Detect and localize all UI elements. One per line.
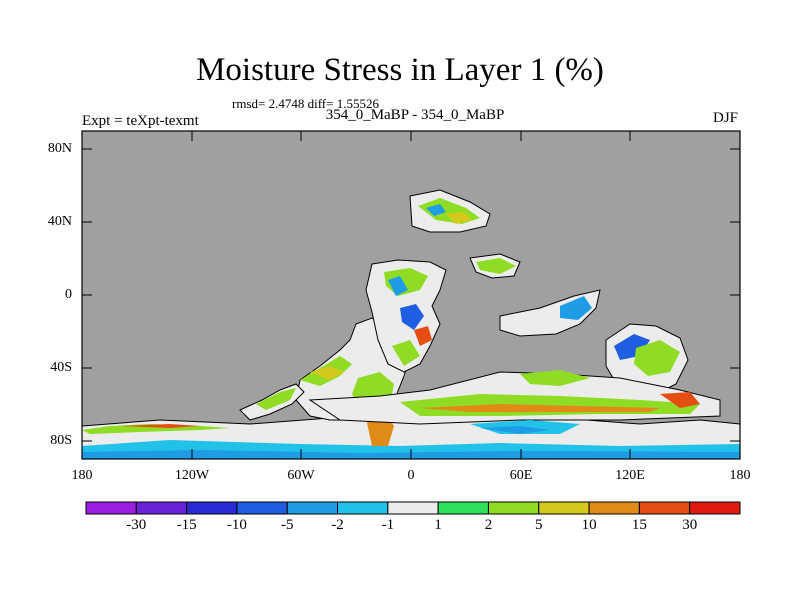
colorbar-swatch (588, 501, 640, 515)
experiment-label: Expt = teXpt-texmt (82, 113, 199, 129)
asia-region (469, 253, 521, 279)
x-tick-label: 120E (615, 468, 645, 483)
colorbar-label: -15 (176, 517, 197, 533)
colorbar-swatch (135, 501, 188, 515)
colorbar-label: 30 (682, 517, 698, 533)
y-tick-label: 40N (47, 214, 72, 229)
colorbar-swatch (387, 501, 439, 515)
plot-title: Moisture Stress in Layer 1 (%) (196, 52, 604, 88)
x-tick-label: 120W (174, 468, 210, 483)
y-tick-label: 40S (50, 360, 72, 375)
colorbar-label: -30 (126, 517, 147, 533)
colorbar-swatch (538, 501, 590, 515)
x-tick-label: 180 (729, 468, 751, 483)
africa-region (365, 259, 447, 373)
north-america-coast (239, 383, 305, 421)
colorbar-label: 1 (434, 517, 442, 533)
comparison-label: 354_0_MaBP - 354_0_MaBP (325, 107, 505, 123)
colorbar-label: 10 (581, 517, 597, 533)
colorbar-swatch (236, 501, 288, 515)
season-label: DJF (712, 110, 738, 126)
colorbar-label: 2 (484, 517, 493, 533)
colorbar-label: -10 (226, 517, 247, 533)
y-tick-label: 0 (65, 287, 72, 302)
australia-region (499, 289, 689, 397)
northern-landmass (409, 189, 491, 233)
y-tick-label: 80N (47, 141, 72, 156)
colorbar-swatch (487, 501, 540, 515)
colorbar-swatch (689, 501, 741, 515)
x-tick-marks (191, 131, 631, 459)
colorbar-swatch (437, 501, 489, 515)
x-tick-label: 60E (509, 468, 533, 483)
stats-label: rmsd= 2.4748 diff= 1.55526 (232, 96, 379, 111)
colorbar-label: 5 (535, 517, 543, 533)
colorbar-swatch (286, 501, 339, 515)
x-tick-label: 0 (407, 468, 415, 483)
colorbar-label: 15 (631, 517, 647, 533)
colorbar-swatch (337, 501, 389, 515)
x-tick-label: 180 (71, 468, 93, 483)
colorbar-label: -2 (331, 517, 344, 533)
colorbar-swatch (85, 501, 137, 515)
colorbar-label: -5 (280, 517, 294, 533)
y-tick-label: 80S (50, 433, 72, 448)
colorbar-swatch (638, 501, 691, 515)
colorbar-swatch (186, 501, 238, 515)
colorbar-label: -1 (381, 517, 395, 533)
y-tick-marks (82, 148, 740, 442)
southern-belt (308, 370, 721, 434)
x-tick-label: 60W (287, 468, 315, 483)
